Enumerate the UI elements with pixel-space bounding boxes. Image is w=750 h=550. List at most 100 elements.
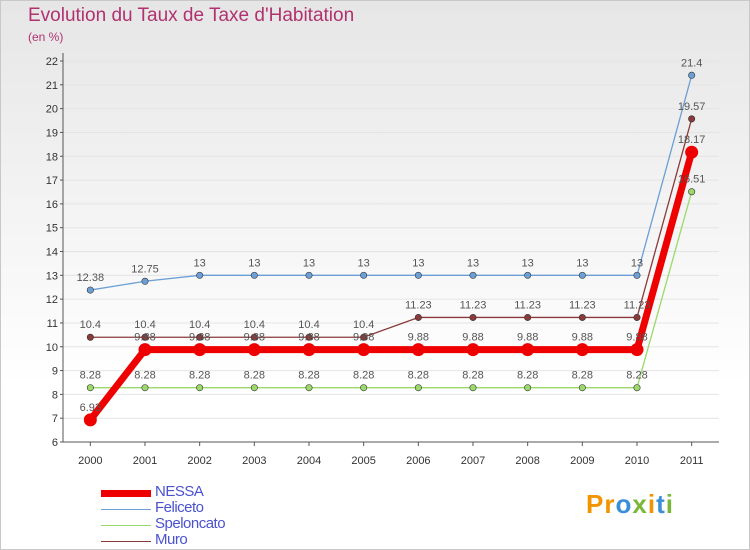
data-point-feliceto-2006 <box>414 271 422 279</box>
chart-unit-label: (en %) <box>28 30 64 44</box>
data-point-speloncato-2004 <box>305 384 313 392</box>
data-point-nessa-2004 <box>302 343 316 357</box>
data-point-muro-2010 <box>633 313 641 321</box>
data-label-muro-2001: 10.4 <box>134 319 155 331</box>
data-point-speloncato-2007 <box>469 384 477 392</box>
logo-part-pr: Pr <box>586 489 616 519</box>
data-point-muro-2000 <box>86 333 94 341</box>
data-point-speloncato-2002 <box>196 384 204 392</box>
data-label-nessa-2002: 9.88 <box>189 332 210 344</box>
data-label-nessa-2003: 9.88 <box>244 332 265 344</box>
data-point-muro-2004 <box>305 333 313 341</box>
data-point-feliceto-2000 <box>86 286 94 294</box>
series-line-speloncato <box>89 191 693 389</box>
data-label-speloncato-2008: 8.28 <box>517 370 538 382</box>
data-label-nessa-2001: 9.88 <box>134 332 155 344</box>
data-label-muro-2005: 10.4 <box>353 319 374 331</box>
data-label-muro-2000: 10.4 <box>80 319 101 331</box>
data-point-nessa-2011 <box>685 145 699 159</box>
x-tick-label-2011: 2011 <box>680 455 704 467</box>
proxiti-logo: Proxiti <box>586 489 674 520</box>
legend-swatch-muro <box>101 541 151 542</box>
data-label-muro-2011: 19.57 <box>678 101 706 113</box>
y-tick-label-17: 17 <box>46 175 58 187</box>
y-tick-label-20: 20 <box>46 104 58 116</box>
data-point-muro-2008 <box>524 313 532 321</box>
data-label-nessa-2007: 9.88 <box>462 332 483 344</box>
data-label-nessa-2010: 9.88 <box>626 332 647 344</box>
x-tick-label-2009: 2009 <box>570 455 594 467</box>
data-label-nessa-2005: 9.88 <box>353 332 374 344</box>
data-point-nessa-2006 <box>411 343 425 357</box>
y-tick-label-7: 7 <box>52 413 58 425</box>
data-label-speloncato-2004: 8.28 <box>298 370 319 382</box>
data-label-muro-2010: 11.23 <box>624 299 651 311</box>
data-point-feliceto-2010 <box>633 271 641 279</box>
data-point-speloncato-2000 <box>86 384 94 392</box>
y-tick-label-19: 19 <box>46 127 58 139</box>
data-point-nessa-2005 <box>357 343 371 357</box>
logo-part-i2: i <box>665 489 674 519</box>
data-label-nessa-2009: 9.88 <box>572 332 593 344</box>
legend-label-speloncato: Speloncato <box>155 515 226 532</box>
line-chart: 6 7 8 9 10 11 12 13 14 15 16 17 18 19 20 21 22 2000 2001 20… <box>46 53 719 467</box>
data-label-muro-2007: 11.23 <box>460 299 487 311</box>
data-point-muro-2007 <box>469 313 477 321</box>
legend-swatch-nessa <box>101 490 151 497</box>
data-label-muro-2004: 10.4 <box>298 319 319 331</box>
data-label-nessa-2006: 9.88 <box>408 332 429 344</box>
data-label-speloncato-2002: 8.28 <box>189 370 210 382</box>
x-tick-label-2007: 2007 <box>461 455 485 467</box>
data-label-feliceto-2011: 21.4 <box>681 57 702 69</box>
series-line-feliceto <box>89 74 693 291</box>
data-label-feliceto-2002: 13 <box>194 257 206 269</box>
data-label-nessa-2008: 9.88 <box>517 332 538 344</box>
data-point-muro-2009 <box>578 313 586 321</box>
data-label-feliceto-2005: 13 <box>358 257 370 269</box>
legend-label-muro: Muro <box>155 531 188 548</box>
data-point-feliceto-2008 <box>524 271 532 279</box>
chart-title: Evolution du Taux de Taxe d'Habitation <box>28 5 355 26</box>
data-point-speloncato-2011 <box>688 188 696 196</box>
data-label-muro-2009: 11.23 <box>569 299 596 311</box>
data-label-muro-2002: 10.4 <box>189 319 210 331</box>
x-tick-label-2006: 2006 <box>406 455 430 467</box>
data-label-nessa-2004: 9.88 <box>298 332 319 344</box>
data-point-feliceto-2002 <box>196 271 204 279</box>
y-tick-label-21: 21 <box>46 80 58 92</box>
data-point-nessa-2002 <box>193 343 207 357</box>
data-point-muro-2011 <box>688 115 696 123</box>
y-tick-label-11: 11 <box>47 318 58 330</box>
data-point-speloncato-2010 <box>633 384 641 392</box>
data-label-muro-2006: 11.23 <box>405 299 432 311</box>
data-point-speloncato-2005 <box>360 384 368 392</box>
data-point-speloncato-2006 <box>414 384 422 392</box>
data-point-nessa-2009 <box>575 343 589 357</box>
data-point-feliceto-2004 <box>305 271 313 279</box>
legend-label-feliceto: Feliceto <box>155 499 204 516</box>
data-point-feliceto-2001 <box>141 277 149 285</box>
data-label-nessa-2011: 18.17 <box>678 134 706 146</box>
data-label-feliceto-2003: 13 <box>248 257 260 269</box>
data-label-speloncato-2000: 8.28 <box>80 370 101 382</box>
data-point-feliceto-2005 <box>360 271 368 279</box>
logo-part-i1: i <box>647 489 657 519</box>
logo-part-x: x <box>632 489 648 519</box>
data-point-nessa-2010 <box>630 343 644 357</box>
data-point-nessa-2000 <box>83 413 97 427</box>
data-label-feliceto-2007: 13 <box>467 257 479 269</box>
x-tick-label-2002: 2002 <box>187 455 211 467</box>
legend-item-muro: Muro <box>101 531 301 549</box>
x-tick-label-2004: 2004 <box>297 455 321 467</box>
y-tick-label-8: 8 <box>52 389 58 401</box>
series-line-nessa <box>86 148 696 424</box>
logo-part-t: t <box>656 489 666 519</box>
x-tick-label-2001: 2001 <box>133 455 157 467</box>
data-point-speloncato-2008 <box>524 384 532 392</box>
legend-swatch-feliceto <box>101 509 151 510</box>
data-point-muro-2003 <box>250 333 258 341</box>
y-tick-label-15: 15 <box>46 223 58 235</box>
legend-item-feliceto: Feliceto <box>101 499 301 517</box>
data-point-speloncato-2009 <box>578 384 586 392</box>
y-tick-label-9: 9 <box>52 366 58 378</box>
